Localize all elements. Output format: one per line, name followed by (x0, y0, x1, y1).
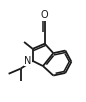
Text: O: O (41, 11, 49, 21)
Text: N: N (24, 56, 32, 66)
